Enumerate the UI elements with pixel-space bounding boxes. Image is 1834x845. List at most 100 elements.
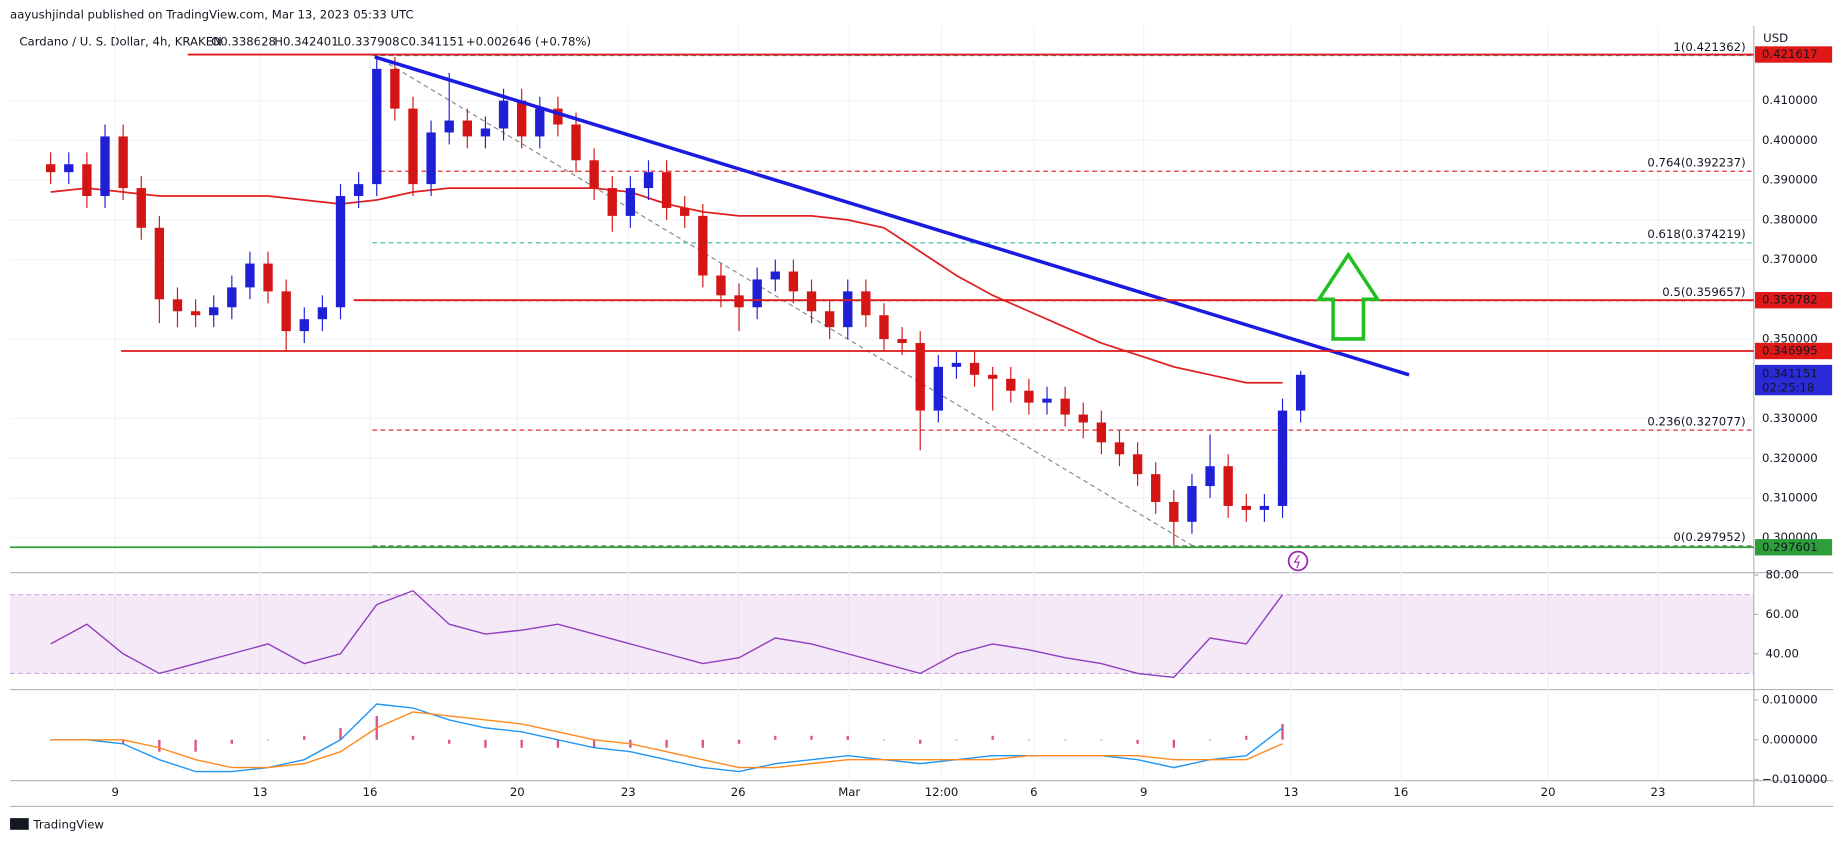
- candle-body: [843, 291, 853, 328]
- macd-hist: [556, 739, 560, 748]
- x-tick-label: 23: [621, 785, 636, 799]
- candle-body: [661, 172, 672, 208]
- candle-body: [1223, 466, 1233, 506]
- level-label: 0.297601: [1762, 540, 1818, 554]
- candle-body: [1132, 454, 1143, 475]
- candle-body: [498, 100, 509, 129]
- x-tick-label: 13: [253, 785, 268, 799]
- rsi-tick-label: 60.00: [1766, 607, 1799, 621]
- x-tick-label: 16: [1393, 785, 1408, 799]
- candle-body: [154, 227, 165, 300]
- candle-body: [516, 100, 527, 137]
- fib-label: 0.5(0.359657): [1662, 285, 1745, 299]
- ohlc-close: C0.341151: [400, 35, 464, 49]
- x-tick-label: 23: [1651, 785, 1666, 799]
- candle-body: [607, 188, 617, 216]
- candle-body: [1042, 398, 1052, 403]
- macd-hist: [230, 739, 233, 744]
- candle-body: [317, 307, 328, 320]
- candle-body: [299, 319, 309, 332]
- brand: TradingView: [32, 818, 104, 832]
- macd-hist: [1281, 723, 1284, 740]
- event-icon-bolt: [1293, 554, 1301, 569]
- candle-body: [118, 136, 128, 189]
- candle-body: [390, 68, 400, 109]
- x-tick-label: 26: [731, 785, 746, 799]
- y-tick-label: 0.310000: [1762, 490, 1818, 504]
- candle-body: [698, 215, 708, 276]
- candle-body: [680, 207, 690, 216]
- ohlc-low: L0.337908: [337, 35, 399, 49]
- candle-body: [969, 362, 980, 375]
- candle-body: [897, 339, 907, 344]
- macd-hist: [701, 739, 704, 748]
- up-arrow: [1315, 251, 1381, 341]
- x-tick-label: 9: [1140, 785, 1147, 799]
- fib-label: 0(0.297952): [1673, 530, 1745, 544]
- candle-body: [1241, 505, 1251, 510]
- candle-body: [879, 315, 889, 340]
- ohlc-change: +0.002646 (+0.78%): [466, 35, 591, 49]
- macd-hist: [1172, 739, 1175, 748]
- macd-hist: [266, 739, 270, 741]
- macd-hist: [665, 739, 668, 748]
- candle-body: [227, 287, 237, 308]
- macd-hist: [158, 739, 161, 752]
- candle-body: [263, 263, 273, 292]
- last-price-box: [1754, 364, 1833, 396]
- candle-body: [589, 160, 599, 189]
- candle-body: [553, 108, 563, 125]
- signal-line: [50, 711, 1283, 769]
- candle-body: [535, 108, 545, 137]
- level-box: [1754, 539, 1833, 556]
- x-tick-label: 12:00: [925, 785, 959, 799]
- x-tick-label: 6: [1030, 785, 1037, 799]
- ohlc-high: H0.342401: [274, 35, 338, 49]
- candle-body: [1187, 486, 1197, 522]
- level-box: [1754, 292, 1833, 309]
- candle-body: [190, 311, 201, 316]
- candle-body: [1006, 378, 1016, 391]
- candle-body: [1169, 501, 1179, 522]
- macd-hist: [303, 735, 306, 740]
- macd-hist: [1245, 735, 1248, 740]
- candle-body: [353, 184, 364, 197]
- logo: [10, 818, 29, 830]
- published: aayushjindal published on TradingView.co…: [10, 8, 414, 22]
- candle-body: [770, 271, 780, 280]
- candle-body: [426, 132, 436, 185]
- rsi-tick-label: 40.00: [1766, 646, 1799, 660]
- y-axis-label: USD: [1763, 31, 1788, 45]
- y-tick-label: 0.390000: [1762, 173, 1818, 187]
- macd-hist: [339, 727, 342, 740]
- macd-hist: [520, 739, 523, 748]
- candle-body: [372, 68, 382, 185]
- x-tick-label: 16: [363, 785, 378, 799]
- level-label: 0.346995: [1762, 343, 1818, 357]
- candle-body: [1060, 398, 1070, 415]
- macd-hist: [194, 739, 197, 752]
- candle-body: [806, 291, 817, 312]
- rsi-tick-label: 80.00: [1766, 568, 1799, 582]
- event-icon: [1287, 550, 1309, 572]
- y-tick-label: 0.410000: [1762, 93, 1818, 107]
- level-box: [1754, 342, 1833, 360]
- candle-body: [335, 196, 346, 308]
- candle-body: [45, 164, 56, 173]
- legend: Cardano / U. S. Dollar, 4h, KRAKEN O0.33…: [19, 35, 591, 49]
- symbol: Cardano / U. S. Dollar, 4h, KRAKEN: [19, 35, 221, 49]
- macd-hist: [810, 735, 813, 740]
- candle-body: [1259, 505, 1270, 510]
- y-tick-label: 0.350000: [1762, 332, 1818, 346]
- macd-tick-label: 0.010000: [1762, 693, 1818, 707]
- candle-body: [1277, 410, 1288, 506]
- candle-body: [64, 164, 74, 173]
- last-price: 0.341151: [1762, 367, 1818, 381]
- level-label: 0.359782: [1762, 293, 1818, 307]
- candle-body: [788, 271, 799, 292]
- x-tick-label: 20: [510, 785, 525, 799]
- candle-body: [824, 311, 835, 328]
- macd-hist: [1063, 739, 1067, 741]
- macd-hist: [955, 739, 958, 741]
